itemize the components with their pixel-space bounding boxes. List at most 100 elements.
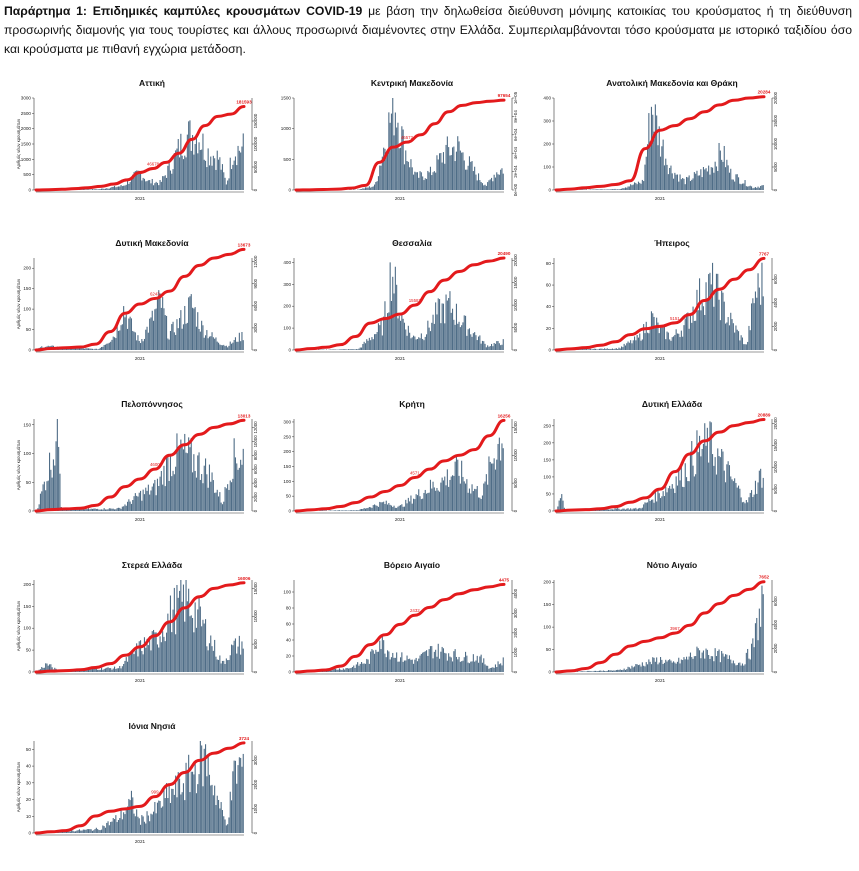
figure-caption: Παράρτημα 1: Επιδημικές καμπύλες κρουσμά… [4,2,852,59]
daily-case-bar [91,509,92,511]
daily-case-bar [371,649,372,672]
daily-case-bar [335,669,336,672]
left-tick-label: 300 [283,282,291,287]
daily-case-bar [340,670,341,672]
daily-case-bar [630,669,631,672]
daily-case-bar [101,668,102,672]
daily-case-bar [105,668,106,672]
daily-case-bar [657,145,658,190]
daily-case-bar [228,817,229,833]
daily-case-bar [446,145,447,190]
daily-case-bar [92,349,93,350]
daily-case-bar [485,344,486,350]
daily-case-bar [137,817,138,833]
daily-case-bar [456,657,457,672]
left-tick-label: 100 [283,479,291,484]
daily-case-bar [180,134,181,190]
daily-case-bar [414,337,415,350]
daily-case-bar [368,188,369,190]
right-tick-label: 6000 [773,596,778,606]
daily-case-bar [121,668,122,672]
daily-case-bar [586,189,587,190]
left-tick-label: 0 [288,188,291,193]
daily-case-bar [231,800,232,833]
daily-case-bar [631,666,632,672]
daily-case-bar [431,175,432,190]
daily-case-bar [140,343,141,350]
daily-case-bar [655,327,656,350]
daily-case-bar [166,178,167,190]
daily-case-bar [696,171,697,190]
daily-case-bar [738,331,739,350]
daily-case-bar [461,661,462,672]
daily-case-bar [625,510,626,511]
daily-case-bar [465,316,466,350]
daily-case-bar [747,187,748,190]
daily-case-bar [446,295,447,350]
left-tick-label: 100 [23,451,31,456]
daily-case-bar [755,292,756,350]
daily-case-bar [660,657,661,672]
daily-case-bar [708,166,709,190]
daily-case-bar [648,659,649,672]
daily-case-bar [232,479,233,511]
daily-case-bar [180,440,181,511]
left-tick-label: 1500 [281,96,292,101]
daily-case-bar [227,824,228,833]
daily-case-bar [170,331,171,350]
daily-case-bar [452,309,453,350]
daily-case-bar [447,136,448,190]
daily-case-bar [102,189,103,190]
daily-case-bar [124,317,125,350]
daily-case-bar [609,189,610,190]
daily-case-bar [704,659,705,672]
daily-case-bar [193,454,194,511]
daily-case-bar [342,670,343,672]
daily-case-bar [709,659,710,672]
daily-case-bar [119,330,120,350]
daily-case-bar [616,189,617,190]
daily-case-bar [400,657,401,672]
daily-case-bar [184,156,185,190]
daily-case-bar [721,651,722,672]
daily-case-bar [422,176,423,190]
daily-case-bar [461,153,462,190]
daily-case-bar [741,666,742,672]
daily-case-bar [747,502,748,511]
daily-case-bar [739,184,740,190]
daily-case-bar [487,345,488,350]
daily-case-bar [490,668,491,672]
daily-case-bar [143,490,144,511]
daily-case-bar [152,311,153,350]
daily-case-bar [202,786,203,833]
daily-case-bar [152,179,153,190]
x-axis-label: 2021 [135,196,146,201]
daily-case-bar [209,465,210,511]
daily-case-bar [160,477,161,511]
daily-case-bar [174,795,175,833]
daily-case-bar [219,655,220,672]
daily-case-bar [162,485,163,511]
daily-case-bar [492,346,493,350]
x-axis-label: 2021 [395,517,406,522]
daily-case-bar [642,662,643,672]
daily-case-bar [156,813,157,833]
daily-case-bar [156,309,157,350]
daily-case-bar [392,277,393,350]
right-tick-label: 0e+00 [513,183,518,196]
daily-case-bar [95,349,96,350]
daily-case-bar [98,830,99,833]
daily-case-bar [609,510,610,511]
daily-case-bar [88,508,89,511]
daily-case-bar [681,462,682,511]
daily-case-bar [143,178,144,190]
daily-case-bar [413,664,414,672]
daily-case-bar [192,618,193,672]
daily-case-bar [118,668,119,672]
daily-case-bar [163,466,164,511]
daily-case-bar [607,189,608,190]
daily-case-bar [462,152,463,190]
daily-case-bar [479,335,480,350]
daily-case-bar [390,505,391,511]
